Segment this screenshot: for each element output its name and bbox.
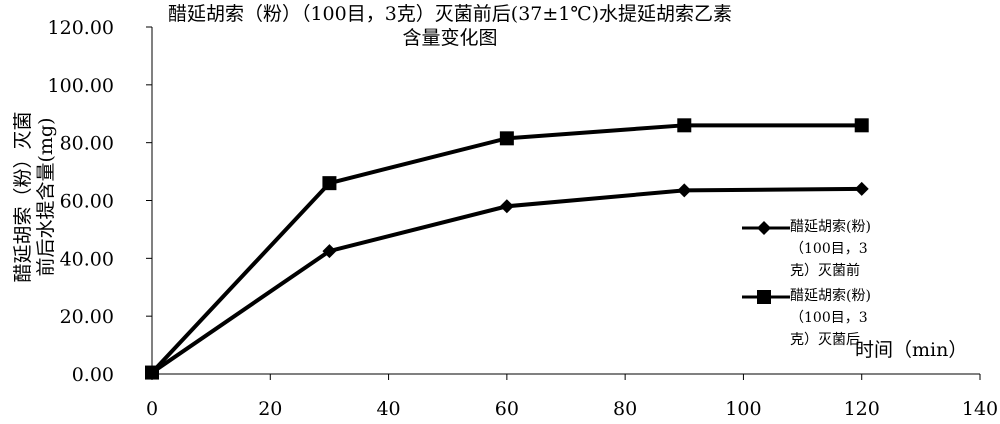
y-tick-label: 120.00 bbox=[48, 17, 114, 39]
y-tick-label: 20.00 bbox=[60, 306, 114, 328]
legend-label-series-1-line-2: （100目，3 bbox=[790, 238, 868, 260]
x-tick-label: 140 bbox=[962, 398, 998, 420]
legend-label-series-2-line-1: 醋延胡索(粉) bbox=[790, 285, 871, 307]
series-2-point bbox=[500, 131, 514, 145]
x-tick-label: 60 bbox=[495, 398, 519, 420]
legend-label-series-2-line-3: 克）灭菌后 bbox=[790, 329, 860, 351]
y-tick-label: 40.00 bbox=[60, 248, 114, 270]
series-1-line bbox=[152, 189, 862, 373]
legend-label-series-1-line-1: 醋延胡索(粉) bbox=[790, 216, 871, 238]
x-tick-label: 80 bbox=[613, 398, 637, 420]
x-tick-label: 100 bbox=[725, 398, 761, 420]
series-1-point bbox=[677, 183, 691, 197]
legend-label-series-2-line-2: （100目，3 bbox=[790, 307, 868, 329]
chart-title-line-1: 醋延胡索（粉）（100目，3克）灭菌前后(37±1℃)水提延胡索乙素 bbox=[150, 3, 750, 25]
y-tick-label: 80.00 bbox=[60, 133, 114, 155]
series-1-point bbox=[855, 182, 869, 196]
series-2-line bbox=[152, 125, 862, 372]
x-tick-label: 0 bbox=[146, 398, 158, 420]
y-tick-label: 100.00 bbox=[48, 75, 114, 97]
series-2-point bbox=[855, 118, 869, 132]
series-2-point bbox=[322, 176, 336, 190]
y-axis-label-line-2: 前后水提含量(mg) bbox=[35, 107, 57, 287]
y-tick-label: 0.00 bbox=[72, 364, 114, 386]
legend-label-series-1-line-3: 克）灭菌前 bbox=[790, 260, 860, 282]
y-tick-label: 60.00 bbox=[60, 191, 114, 213]
chart-title-line-2: 含量变化图 bbox=[150, 27, 750, 49]
series-1-point bbox=[500, 199, 514, 213]
y-axis-label-line-1: 醋延胡索（粉）灭菌 bbox=[12, 107, 34, 287]
x-tick-label: 20 bbox=[258, 398, 282, 420]
x-tick-label: 40 bbox=[376, 398, 400, 420]
series-2-point bbox=[145, 366, 159, 380]
x-axis-label: 时间（min） bbox=[855, 335, 967, 362]
x-tick-label: 120 bbox=[844, 398, 880, 420]
legend-swatch-marker-series-1 bbox=[757, 221, 771, 235]
series-2-point bbox=[677, 118, 691, 132]
legend-swatch-marker-series-2 bbox=[757, 290, 771, 304]
